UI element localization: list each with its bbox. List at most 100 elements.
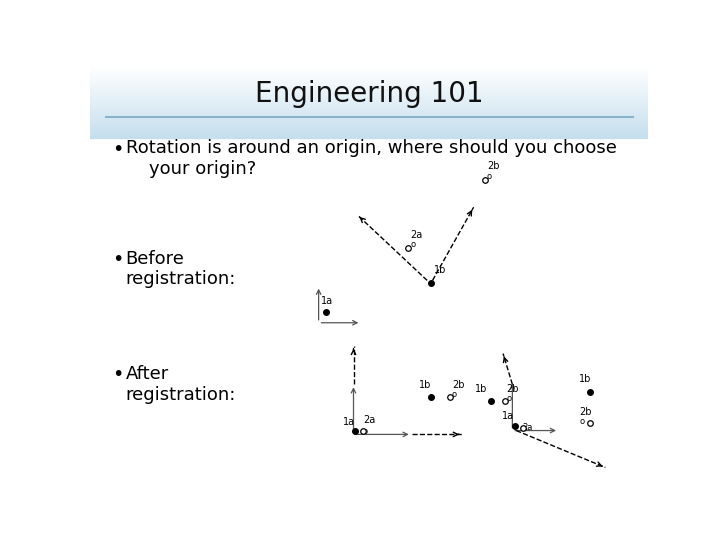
- Bar: [90, 112, 648, 113]
- Bar: [90, 87, 648, 88]
- Bar: [90, 97, 648, 98]
- Bar: [90, 137, 648, 138]
- Bar: [90, 135, 648, 136]
- Bar: [90, 103, 648, 104]
- Bar: [90, 118, 648, 119]
- Bar: [90, 84, 648, 85]
- Bar: [90, 110, 648, 111]
- Bar: [90, 89, 648, 90]
- Bar: [90, 106, 648, 107]
- Bar: [90, 133, 648, 134]
- Text: 1b: 1b: [434, 265, 446, 275]
- Text: o: o: [579, 417, 584, 426]
- Bar: [90, 74, 648, 75]
- Bar: [90, 132, 648, 133]
- Bar: [90, 71, 648, 72]
- Text: 1a: 1a: [502, 411, 513, 421]
- Text: 1b: 1b: [579, 374, 591, 384]
- Bar: [90, 94, 648, 95]
- Bar: [90, 65, 648, 66]
- Text: 2b: 2b: [506, 383, 518, 394]
- Bar: [90, 115, 648, 116]
- Text: 2a: 2a: [363, 415, 375, 425]
- Text: Before
registration:: Before registration:: [126, 249, 236, 288]
- Bar: [90, 70, 648, 71]
- Text: 2a: 2a: [410, 230, 423, 240]
- Bar: [90, 120, 648, 121]
- Bar: [90, 117, 648, 118]
- Bar: [90, 114, 648, 115]
- Text: 2b: 2b: [579, 407, 592, 417]
- Bar: [90, 131, 648, 132]
- Text: 1a: 1a: [343, 417, 355, 427]
- Bar: [90, 116, 648, 117]
- Bar: [90, 119, 648, 120]
- Bar: [90, 68, 648, 69]
- Text: o: o: [487, 172, 492, 181]
- Bar: [90, 93, 648, 94]
- Bar: [90, 88, 648, 89]
- Bar: [90, 121, 648, 122]
- Bar: [90, 95, 648, 96]
- Bar: [90, 73, 648, 74]
- Bar: [90, 104, 648, 105]
- Bar: [90, 128, 648, 129]
- Bar: [90, 123, 648, 124]
- Bar: [90, 130, 648, 131]
- Bar: [90, 127, 648, 128]
- Bar: [90, 129, 648, 130]
- Bar: [90, 75, 648, 76]
- Bar: [90, 126, 648, 127]
- Bar: [90, 83, 648, 84]
- Bar: [90, 77, 648, 78]
- Text: Rotation is around an origin, where should you choose
    your origin?: Rotation is around an origin, where shou…: [126, 139, 616, 178]
- Bar: [90, 109, 648, 110]
- Bar: [90, 125, 648, 126]
- Bar: [90, 122, 648, 123]
- Bar: [90, 91, 648, 92]
- Text: o: o: [363, 427, 368, 436]
- Bar: [90, 134, 648, 135]
- Bar: [90, 100, 648, 101]
- Text: 2b: 2b: [452, 380, 464, 390]
- Bar: [90, 82, 648, 83]
- Bar: [90, 136, 648, 137]
- Bar: [90, 99, 648, 100]
- Bar: [90, 76, 648, 77]
- Bar: [90, 86, 648, 87]
- Bar: [90, 80, 648, 81]
- Text: •: •: [112, 140, 123, 159]
- Text: Engineering 101: Engineering 101: [255, 80, 483, 108]
- Bar: [90, 72, 648, 73]
- Bar: [90, 79, 648, 80]
- Text: •: •: [112, 365, 123, 384]
- Bar: [90, 102, 648, 103]
- Bar: [90, 85, 648, 86]
- Bar: [90, 98, 648, 99]
- Bar: [90, 78, 648, 79]
- Text: 2b: 2b: [487, 161, 499, 171]
- Bar: [90, 111, 648, 112]
- Bar: [90, 90, 648, 91]
- Text: o: o: [452, 390, 457, 399]
- Bar: [90, 105, 648, 106]
- Bar: [90, 124, 648, 125]
- Bar: [90, 96, 648, 97]
- Text: o: o: [410, 240, 415, 249]
- Bar: [90, 81, 648, 82]
- Bar: [90, 108, 648, 109]
- Bar: [90, 66, 648, 67]
- Bar: [90, 67, 648, 68]
- Text: After
registration:: After registration:: [126, 365, 236, 404]
- Text: 2a: 2a: [523, 423, 533, 432]
- Bar: [90, 92, 648, 93]
- Text: o: o: [506, 394, 511, 403]
- Bar: [90, 101, 648, 102]
- Bar: [90, 113, 648, 114]
- Text: 1b: 1b: [475, 383, 487, 394]
- Text: •: •: [112, 249, 123, 268]
- Text: 1a: 1a: [321, 296, 333, 306]
- Bar: [90, 107, 648, 108]
- Text: 1b: 1b: [418, 380, 431, 390]
- Bar: [90, 69, 648, 70]
